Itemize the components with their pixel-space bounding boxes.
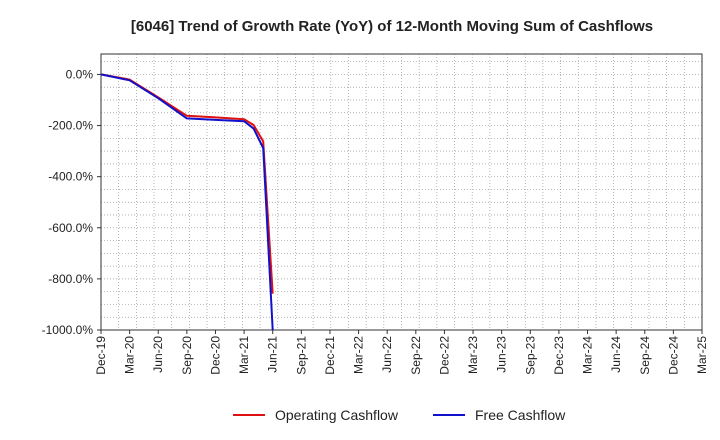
grid-layer [101,54,702,330]
legend-label-free-cashflow: Free Cashflow [475,407,566,423]
y-tick-labels: 0.0% -200.0% -400.0% -600.0% -800.0% -1000.0% [42,67,101,337]
x-tick-label: Jun-20 [151,336,165,373]
plot-frame [100,53,703,331]
x-tick-label: Jun-22 [380,336,394,373]
x-tick-label: Dec-23 [552,336,566,375]
series-line-free-cashflow [100,73,274,331]
x-tick-label: Mar-25 [695,336,709,374]
x-tick-label: Sep-20 [180,336,194,375]
x-tick-label: Mar-20 [123,336,137,374]
x-tick-label: Dec-19 [94,336,108,375]
y-tick-label: -200.0% [48,119,93,133]
x-tick-label: Dec-22 [437,336,451,375]
x-tick-label: Sep-22 [409,336,423,375]
y-tick-label: -400.0% [48,170,93,184]
y-tick-label: -1000.0% [42,323,94,337]
x-tick-label: Jun-24 [609,336,623,373]
x-tick-label: Dec-20 [208,336,222,375]
chart-title: [6046] Trend of Growth Rate (YoY) of 12-… [131,18,653,35]
x-tick-labels: Dec-19 Mar-20 Jun-20 Sep-20 Dec-20 Mar-21 Jun-… [94,330,709,375]
x-tick-label: Mar-23 [466,336,480,374]
x-tick-label: Mar-24 [581,336,595,374]
y-tick-label: -600.0% [48,221,93,235]
series-line-operating-cashflow [100,73,274,294]
y-tick-label: -800.0% [48,272,93,286]
x-tick-label: Sep-24 [638,336,652,375]
x-tick-label: Dec-24 [666,336,680,375]
x-tick-label: Jun-21 [266,336,280,373]
x-tick-label: Dec-21 [323,336,337,375]
x-tick-label: Sep-21 [294,336,308,375]
x-tick-label: Mar-22 [352,336,366,374]
x-tick-label: Sep-23 [523,336,537,375]
legend-label-operating-cashflow: Operating Cashflow [275,407,399,423]
series-layer [100,73,274,331]
x-tick-label: Jun-23 [495,336,509,373]
y-tick-label: 0.0% [66,67,94,81]
legend: Operating Cashflow Free Cashflow [233,407,566,423]
x-tick-label: Mar-21 [237,336,251,374]
